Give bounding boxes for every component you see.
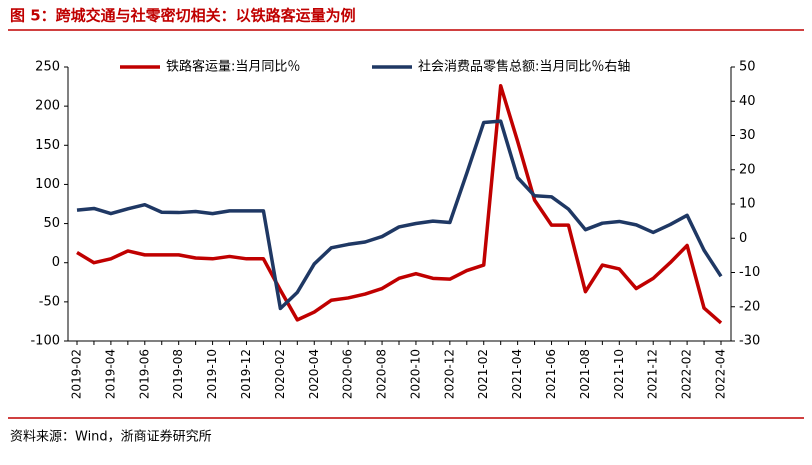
y2-tick-label: 30 [739,128,756,143]
y2-tick-label: -30 [739,334,760,349]
x-tick-label: 2022-02 [680,349,694,399]
x-tick-label: 2021-06 [544,349,558,399]
x-tick-label: 2020-12 [442,349,456,399]
x-tick-label: 2020-10 [408,349,422,399]
x-tick-label: 2019-02 [70,349,84,399]
x-tick-label: 2019-10 [205,349,219,399]
series-line [76,84,723,325]
source: 资料来源：Wind，浙商证券研究所 [10,429,212,445]
x-tick-label: 2019-04 [103,349,117,399]
legend-label: 铁路客运量:当月同比％ [166,59,300,75]
y-tick-label: -100 [30,334,60,349]
x-tick-label: 2021-12 [646,349,660,399]
chart-title: 图 5：跨城交通与社零密切相关：以铁路客运量为例 [10,7,356,25]
y2-tick-label: -10 [739,265,760,280]
x-tick-label: 2019-06 [137,349,151,399]
y-tick-label: -50 [39,294,60,309]
x-tick-label: 2021-02 [476,349,490,399]
y2-tick-label: 50 [739,60,756,75]
y2-tick-label: 40 [739,94,756,109]
x-tick-label: 2021-08 [578,349,592,399]
x-tick-label: 2020-08 [375,349,389,399]
y-tick-label: 200 [35,99,60,114]
x-tick-label: 2022-04 [714,349,728,399]
y-tick-label: 100 [35,177,60,192]
y-tick-label: 250 [35,60,60,75]
y2-tick-label: 0 [739,231,747,246]
y-tick-label: 150 [35,138,60,153]
x-tick-label: 2021-10 [612,349,626,399]
x-tick-label: 2020-06 [341,349,355,399]
x-tick-label: 2019-08 [171,349,185,399]
y2-tick-label: 20 [739,162,756,177]
y2-tick-label: -20 [739,299,760,314]
x-tick-label: 2020-04 [307,349,321,399]
y2-tick-label: 10 [739,197,756,212]
series-line [76,119,723,311]
y-tick-label: 50 [43,216,60,231]
x-tick-label: 2021-04 [510,349,524,399]
x-tick-label: 2019-12 [239,349,253,399]
x-tick-label: 2020-02 [273,349,287,399]
y-tick-label: 0 [52,255,60,270]
legend-label: 社会消费品零售总额:当月同比％右轴 [418,59,630,75]
